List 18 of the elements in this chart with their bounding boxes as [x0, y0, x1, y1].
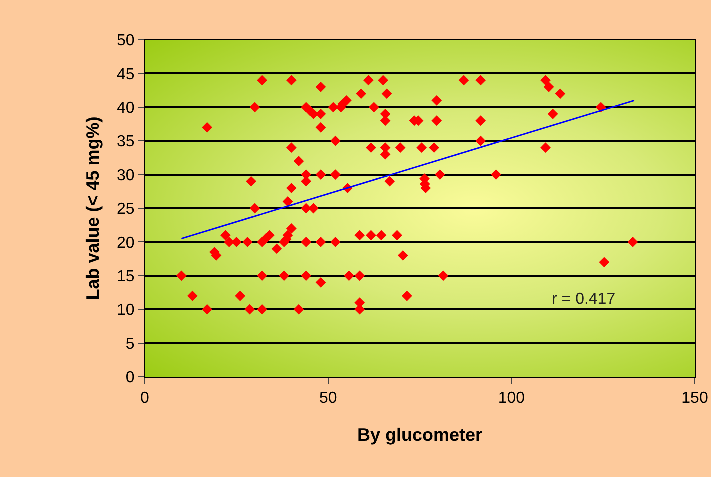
- annotation: r = 0.417: [552, 291, 616, 308]
- y-tick-label: 15: [117, 268, 135, 286]
- y-tick-label: 50: [117, 32, 135, 50]
- y-tick-label: 0: [126, 370, 135, 387]
- y-tick-label: 35: [117, 134, 135, 151]
- x-axis-title: By glucometer: [357, 425, 483, 445]
- y-tick-label: 10: [117, 302, 135, 320]
- y-tick-label: 45: [117, 66, 135, 84]
- x-tick-label: 50: [319, 390, 338, 408]
- y-tick-label: 5: [126, 336, 135, 353]
- y-tick-label: 30: [117, 167, 135, 184]
- x-tick-label: 150: [682, 390, 708, 408]
- x-tick-label: 100: [498, 390, 526, 408]
- x-tick-label: 0: [140, 390, 150, 408]
- y-tick-label: 40: [117, 100, 135, 117]
- y-tick-label: 25: [117, 201, 135, 218]
- y-axis-title: Lab value (< 45 mg%): [83, 116, 103, 300]
- y-tick-label: 20: [117, 234, 135, 252]
